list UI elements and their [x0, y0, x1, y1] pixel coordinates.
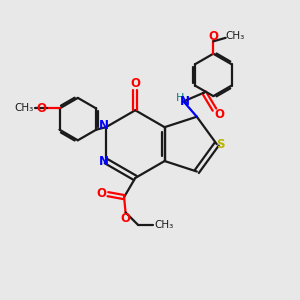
Text: O: O: [130, 77, 140, 90]
Text: O: O: [37, 102, 47, 115]
Text: S: S: [216, 138, 224, 151]
Text: O: O: [214, 108, 224, 121]
Text: N: N: [179, 95, 189, 108]
Text: N: N: [99, 154, 109, 167]
Text: CH₃: CH₃: [226, 31, 245, 41]
Text: H: H: [176, 93, 184, 103]
Text: O: O: [96, 187, 106, 200]
Text: O: O: [121, 212, 130, 225]
Text: O: O: [208, 30, 218, 43]
Text: N: N: [99, 119, 109, 132]
Text: CH₃: CH₃: [15, 103, 34, 113]
Text: CH₃: CH₃: [155, 220, 174, 230]
